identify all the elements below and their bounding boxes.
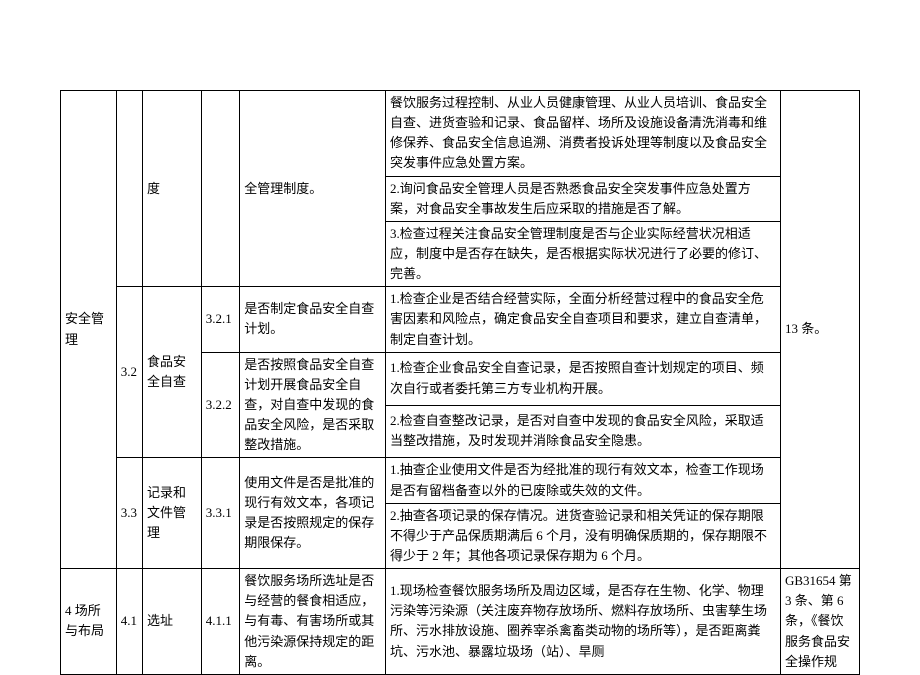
cell-question: 餐饮服务场所选址是否与经营的餐食相适应，与有毒、有害场所或其他污染源保持规定的距… <box>240 569 386 675</box>
cell-topic: 食品安全自查 <box>143 287 202 458</box>
cell-ref: 13 条。 <box>780 91 859 569</box>
cell-index <box>116 91 142 287</box>
table-row: 4 场所与布局 4.1 选址 4.1.1 餐饮服务场所选址是否与经营的餐食相适应… <box>61 569 860 675</box>
table-row: 安全管理 度 全管理制度。 餐饮服务过程控制、从业人员健康管理、从业人员培训、食… <box>61 91 860 177</box>
cell-topic: 度 <box>143 91 202 287</box>
cell-detail: 餐饮服务过程控制、从业人员健康管理、从业人员培训、食品安全自查、进货查验和记录、… <box>386 91 781 177</box>
cell-topic: 选址 <box>143 569 202 675</box>
cell-question: 全管理制度。 <box>240 91 386 287</box>
cell-section: 4 场所与布局 <box>61 569 117 675</box>
cell-question: 是否制定食品安全自查计划。 <box>240 287 386 352</box>
cell-detail: 2.抽查各项记录的保存情况。进货查验记录和相关凭证的保存期限不得少于产品保质期满… <box>386 503 781 568</box>
cell-detail: 3.检查过程关注食品安全管理制度是否与企业实际经营状况相适应，制度中是否存在缺失… <box>386 221 781 286</box>
cell-question: 使用文件是否是批准的现行有效文本，各项记录是否按照规定的保存期限保存。 <box>240 458 386 569</box>
table-row: 3.2 食品安全自查 3.2.1 是否制定食品安全自查计划。 1.检查企业是否结… <box>61 287 860 352</box>
cell-index: 3.2 <box>116 287 142 458</box>
cell-detail: 2.询问食品安全管理人员是否熟悉食品安全突发事件应急处置方案，对食品安全事故发生… <box>386 176 781 221</box>
cell-subindex <box>201 91 239 287</box>
cell-index: 4.1 <box>116 569 142 675</box>
cell-detail: 1.抽查企业使用文件是否为经批准的现行有效文本，检查工作现场是否有留档备查以外的… <box>386 458 781 503</box>
cell-topic: 记录和文件管理 <box>143 458 202 569</box>
cell-detail: 2.检查自查整改记录，是否对自查中发现的食品安全风险，采取适当整改措施，及时发现… <box>386 405 781 458</box>
cell-section: 安全管理 <box>61 91 117 569</box>
cell-detail: 1.检查企业是否结合经营实际，全面分析经营过程中的食品安全危害因素和风险点，确定… <box>386 287 781 352</box>
cell-ref: GB31654 第 3 条、第 6 条，《餐饮服务食品安全操作规 <box>780 569 859 675</box>
table-row: 3.3 记录和文件管理 3.3.1 使用文件是否是批准的现行有效文本，各项记录是… <box>61 458 860 503</box>
cell-index: 3.3 <box>116 458 142 569</box>
cell-question: 是否按照食品安全自查计划开展食品安全自查，对自查中发现的食品安全风险，是否采取整… <box>240 352 386 458</box>
cell-subindex: 3.3.1 <box>201 458 239 569</box>
cell-detail: 1.现场检查餐饮服务场所及周边区域，是否存在生物、化学、物理污染等污染源（关注废… <box>386 569 781 675</box>
cell-subindex: 3.2.2 <box>201 352 239 458</box>
regulation-table: 安全管理 度 全管理制度。 餐饮服务过程控制、从业人员健康管理、从业人员培训、食… <box>60 90 860 675</box>
cell-detail: 1.检查企业食品安全自查记录，是否按照自查计划规定的项目、频次自行或者委托第三方… <box>386 352 781 405</box>
cell-subindex: 4.1.1 <box>201 569 239 675</box>
cell-subindex: 3.2.1 <box>201 287 239 352</box>
